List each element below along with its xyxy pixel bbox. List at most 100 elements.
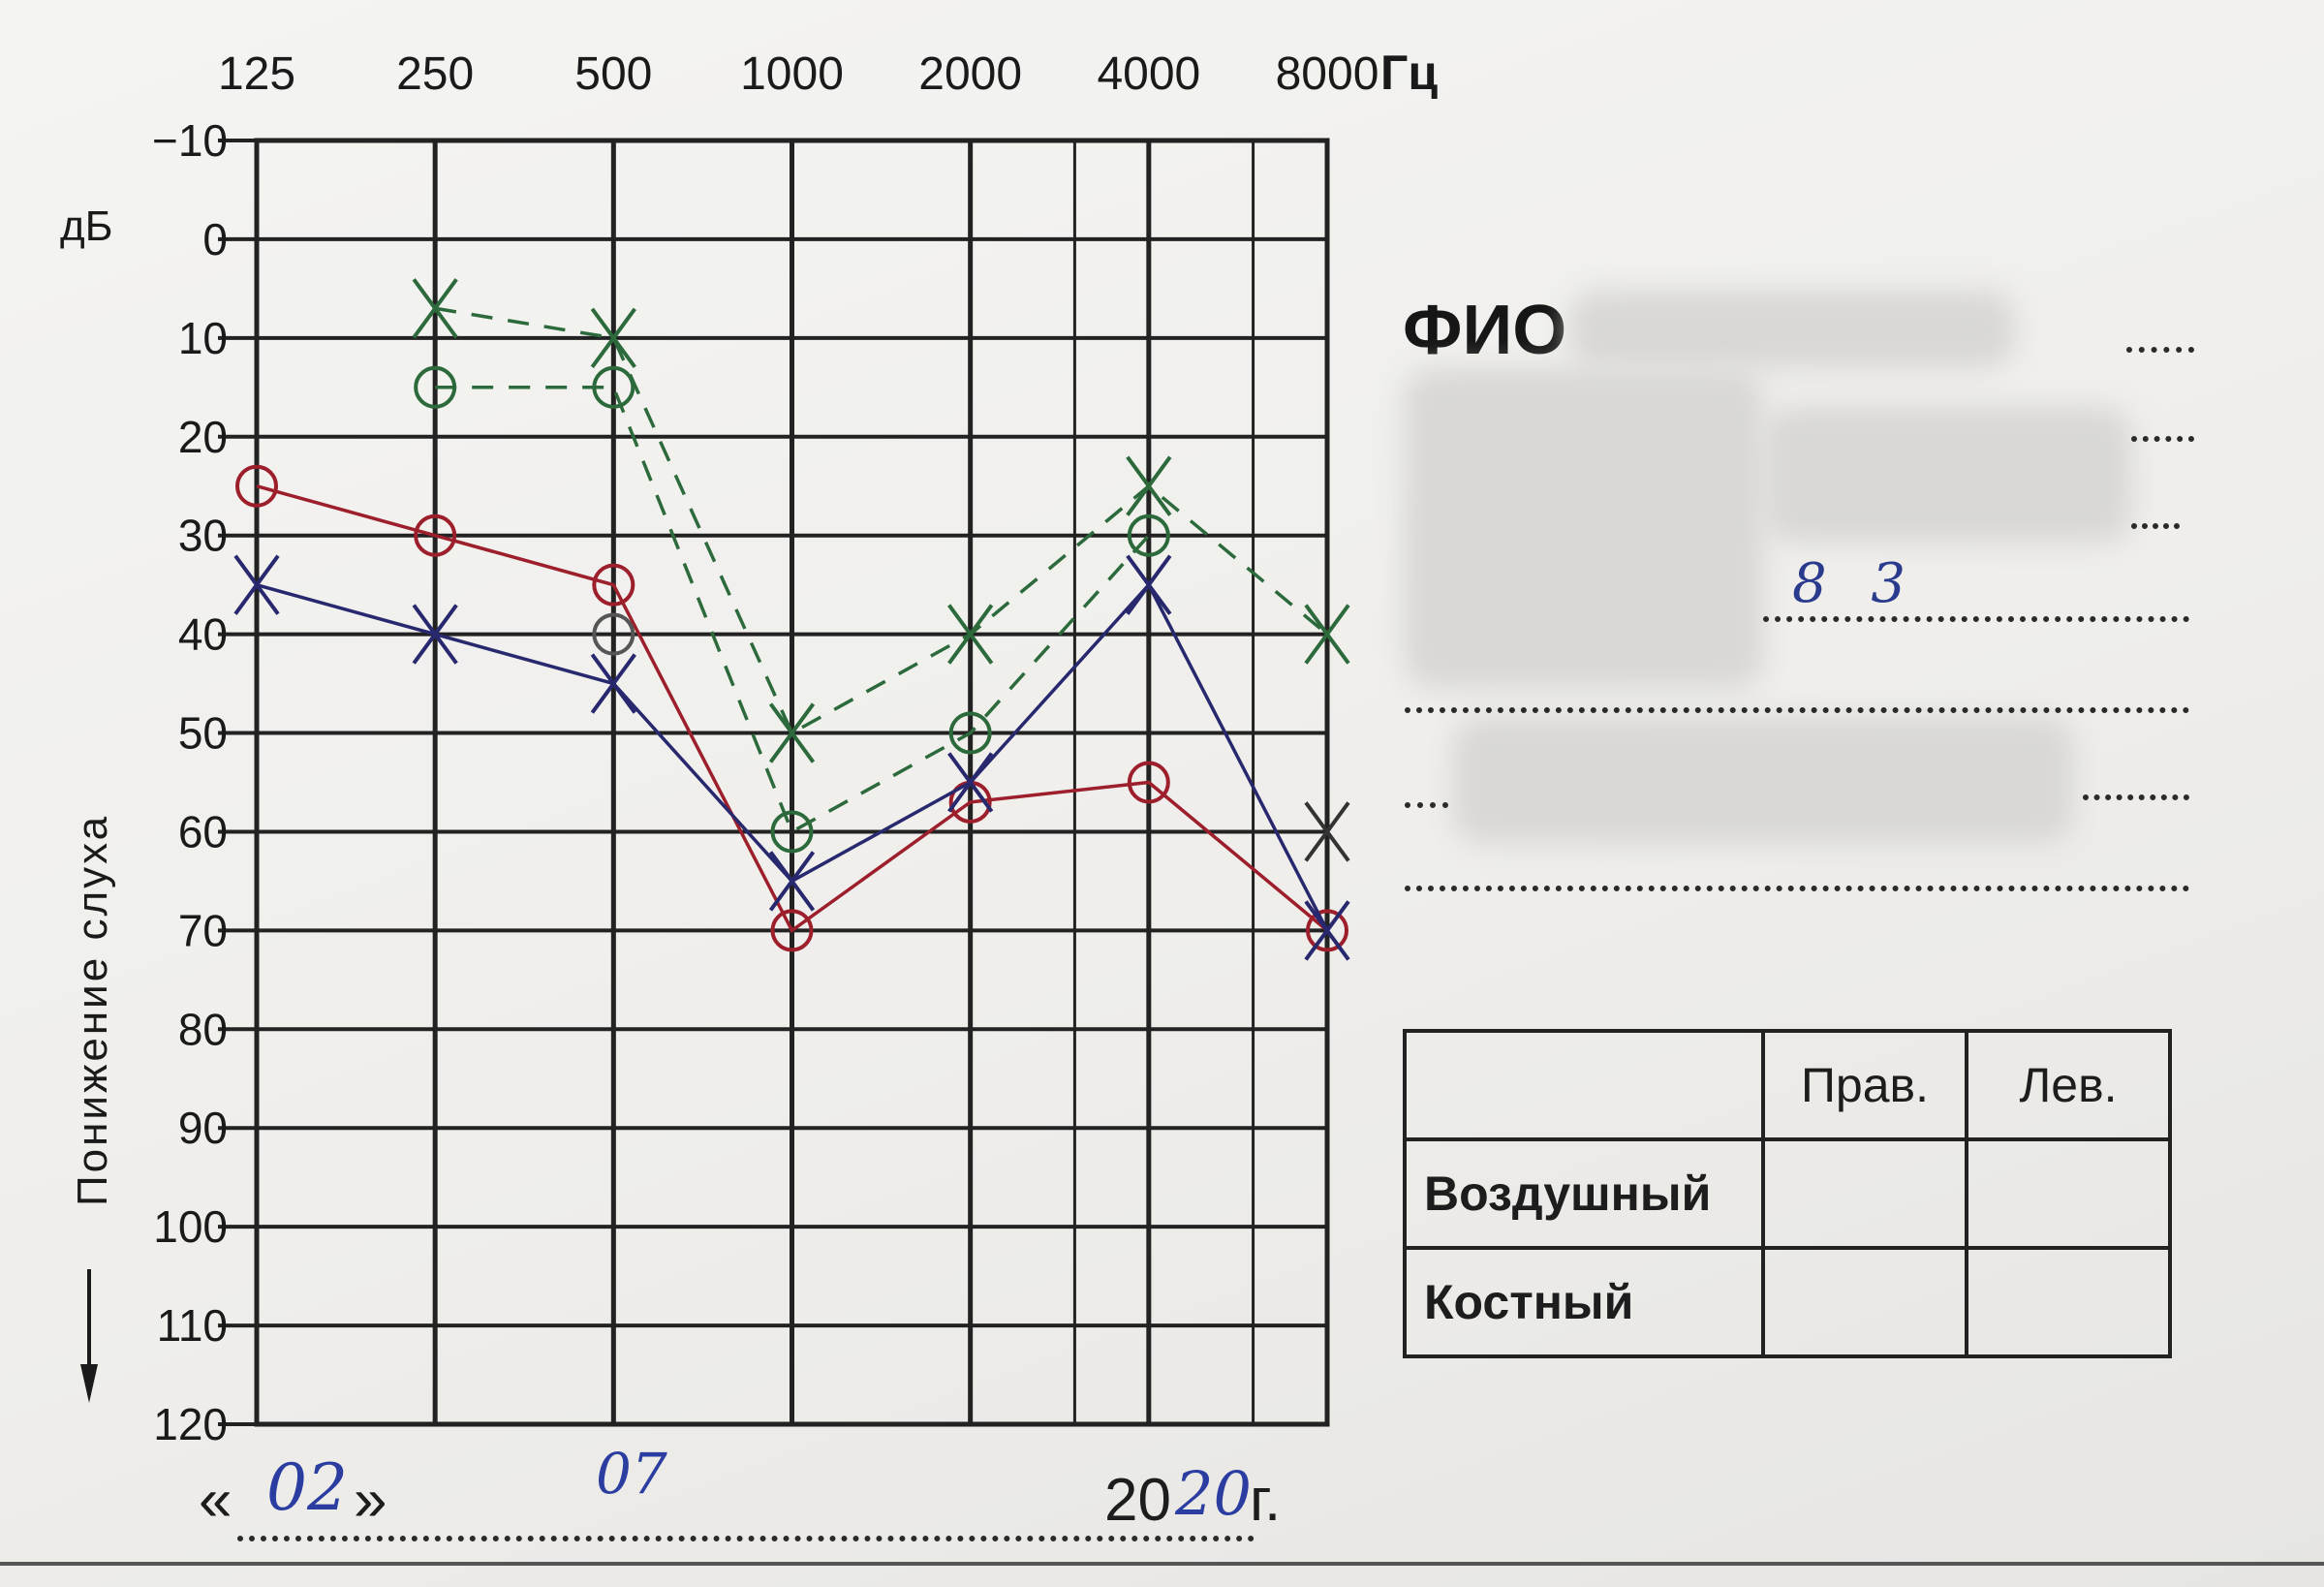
x-tick-label: 4000 bbox=[1097, 48, 1200, 100]
date-day: 02 bbox=[266, 1450, 348, 1525]
air-conduction-label: Воздушный bbox=[1403, 1137, 1765, 1250]
data-point-circle bbox=[1306, 909, 1348, 952]
form-line bbox=[2131, 436, 2194, 442]
y-tick-label: 80 bbox=[178, 1004, 228, 1054]
x-tick-label: 1000 bbox=[740, 48, 844, 100]
y-tick-label: 120 bbox=[153, 1399, 228, 1449]
series-line bbox=[434, 306, 1329, 735]
data-point-cross bbox=[1304, 604, 1350, 665]
left-ear-header: Лев. bbox=[1965, 1029, 2172, 1141]
air-left-cell[interactable] bbox=[1965, 1137, 2172, 1250]
x-tick-label: 250 bbox=[396, 48, 474, 100]
data-point-cross bbox=[1126, 455, 1172, 516]
data-point-circle bbox=[592, 563, 635, 607]
data-point-circle bbox=[770, 810, 814, 854]
form-line bbox=[2126, 347, 2194, 353]
form-line bbox=[2083, 794, 2189, 800]
y-axis-arrow bbox=[80, 1269, 98, 1403]
table-row: Костный bbox=[1403, 1246, 2172, 1358]
data-point-circle bbox=[1127, 513, 1170, 557]
data-point-circle bbox=[414, 365, 457, 409]
y-tick-label: 0 bbox=[202, 214, 228, 264]
date-month: 07 bbox=[596, 1441, 667, 1507]
y-tick-label: 70 bbox=[178, 905, 228, 955]
y-axis-title: Понижение слуха bbox=[69, 814, 116, 1206]
data-series bbox=[1304, 801, 1350, 862]
page-edge bbox=[0, 1562, 2324, 1566]
data-point-cross bbox=[412, 278, 458, 339]
data-point-cross bbox=[947, 752, 994, 813]
data-point-circle bbox=[592, 612, 635, 656]
table-corner-cell bbox=[1403, 1029, 1765, 1141]
data-point-circle bbox=[948, 711, 992, 755]
x-axis-ticks: 125 250 500 1000 2000 4000 8000 bbox=[218, 48, 1379, 100]
data-point-cross bbox=[412, 604, 458, 665]
date-open-quote: « bbox=[199, 1467, 232, 1534]
bone-conduction-label: Костный bbox=[1403, 1246, 1765, 1358]
date-year-mark: г. bbox=[1250, 1467, 1282, 1534]
data-point-circle bbox=[414, 513, 457, 557]
y-tick-label: 50 bbox=[178, 708, 228, 759]
y-tick-label: 110 bbox=[157, 1300, 228, 1351]
form-line bbox=[1405, 802, 1448, 808]
table-row: Воздушный bbox=[1403, 1137, 2172, 1250]
form-line bbox=[1763, 616, 2189, 622]
x-tick-label: 2000 bbox=[918, 48, 1022, 100]
patient-form: ФИО bbox=[1395, 271, 2247, 911]
y-tick-label: 40 bbox=[178, 609, 228, 660]
date-underline bbox=[237, 1536, 1255, 1541]
data-series bbox=[414, 365, 1170, 854]
summary-table: Прав. Лев. Воздушный Костный bbox=[1403, 1029, 2172, 1358]
data-point-circle bbox=[1127, 761, 1170, 804]
bone-right-cell[interactable] bbox=[1761, 1246, 1968, 1358]
data-point-cross bbox=[590, 307, 636, 369]
y-tick-label: 10 bbox=[178, 313, 228, 363]
fio-label: ФИО bbox=[1403, 292, 1567, 369]
data-point-circle bbox=[770, 909, 814, 952]
series-line bbox=[256, 484, 1329, 933]
data-series bbox=[235, 464, 1348, 952]
series-line bbox=[435, 386, 1151, 834]
form-line bbox=[1405, 886, 2189, 891]
x-tick-label: 8000 bbox=[1276, 48, 1379, 100]
x-unit-label: Гц bbox=[1380, 46, 1438, 100]
y-tick-label: 60 bbox=[178, 806, 228, 856]
data-point-cross bbox=[1304, 801, 1350, 862]
redacted-info-block bbox=[1763, 407, 2131, 543]
y-tick-label: 20 bbox=[178, 412, 228, 462]
data-point-cross bbox=[233, 554, 280, 615]
data-point-cross bbox=[947, 604, 994, 665]
data-point-cross bbox=[1126, 554, 1172, 615]
bone-left-cell[interactable] bbox=[1965, 1246, 2172, 1358]
data-series bbox=[412, 278, 1350, 763]
y-tick-label: 100 bbox=[153, 1201, 228, 1252]
y-tick-label: 30 bbox=[178, 511, 228, 561]
date-close-quote: » bbox=[354, 1467, 387, 1534]
data-point-circle bbox=[235, 464, 278, 508]
data-series bbox=[233, 554, 1350, 961]
redacted-name-block bbox=[1569, 291, 2015, 368]
table-header-row: Прав. Лев. bbox=[1403, 1029, 2172, 1141]
form-line bbox=[2131, 523, 2180, 529]
data-point-circle bbox=[592, 365, 635, 409]
y-tick-label: −10 bbox=[152, 115, 228, 166]
data-point-cross bbox=[768, 851, 816, 912]
date-year-prefix: 20 bbox=[1104, 1467, 1171, 1534]
series-layer bbox=[233, 278, 1350, 961]
data-point-cross bbox=[768, 702, 816, 763]
x-tick-label: 125 bbox=[218, 48, 295, 100]
chart-grid bbox=[218, 138, 1330, 1427]
x-tick-label: 500 bbox=[574, 48, 652, 100]
date-line: « 02 » 07 20 20 г. bbox=[199, 1441, 1322, 1555]
date-year-suffix: 20 bbox=[1175, 1458, 1252, 1529]
redacted-address-block bbox=[1453, 717, 2073, 843]
form-line bbox=[1405, 707, 2189, 713]
age-value: 8 3 bbox=[1792, 552, 1920, 615]
y-tick-label: 90 bbox=[178, 1103, 228, 1153]
air-right-cell[interactable] bbox=[1761, 1137, 1968, 1250]
y-unit-label: дБ bbox=[60, 202, 113, 250]
data-series bbox=[592, 612, 635, 656]
data-point-cross bbox=[590, 653, 636, 714]
